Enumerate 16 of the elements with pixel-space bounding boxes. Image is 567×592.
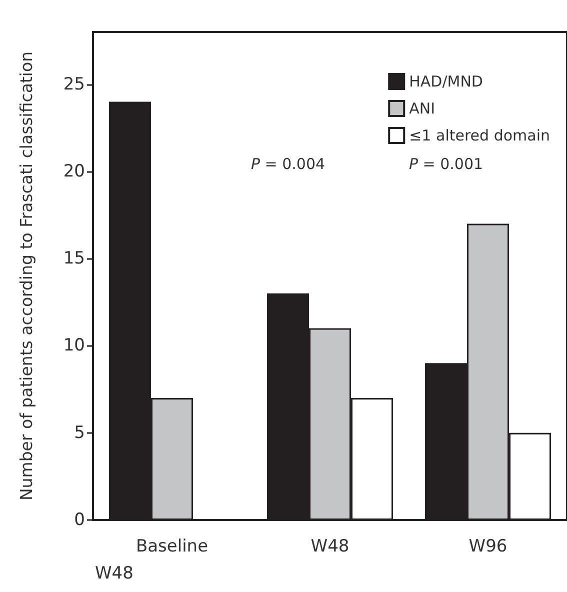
x-tick-label: W96 bbox=[468, 536, 508, 556]
text: W48 bbox=[95, 564, 134, 584]
y-tick-label: 20 bbox=[63, 161, 85, 182]
y-axis-title: Number of patients according to Frascati classification bbox=[17, 51, 36, 501]
x-tick-label: Baseline bbox=[136, 536, 208, 556]
y-tick-label: 10 bbox=[63, 336, 85, 356]
y-tick-label: 15 bbox=[63, 248, 85, 269]
x-tick-label: W48 bbox=[310, 536, 350, 556]
annotation: P = 0.004 bbox=[250, 154, 326, 173]
legend-label: ≤1 altered domain bbox=[409, 126, 550, 144]
y-tick-label: 25 bbox=[63, 74, 85, 94]
y-tick-label: 0 bbox=[74, 510, 85, 530]
legend-label: ANI bbox=[409, 100, 436, 118]
legend-label: HAD/MND bbox=[409, 72, 483, 90]
annotation: P = 0.001 bbox=[408, 154, 484, 173]
y-tick-label: 5 bbox=[74, 422, 85, 443]
